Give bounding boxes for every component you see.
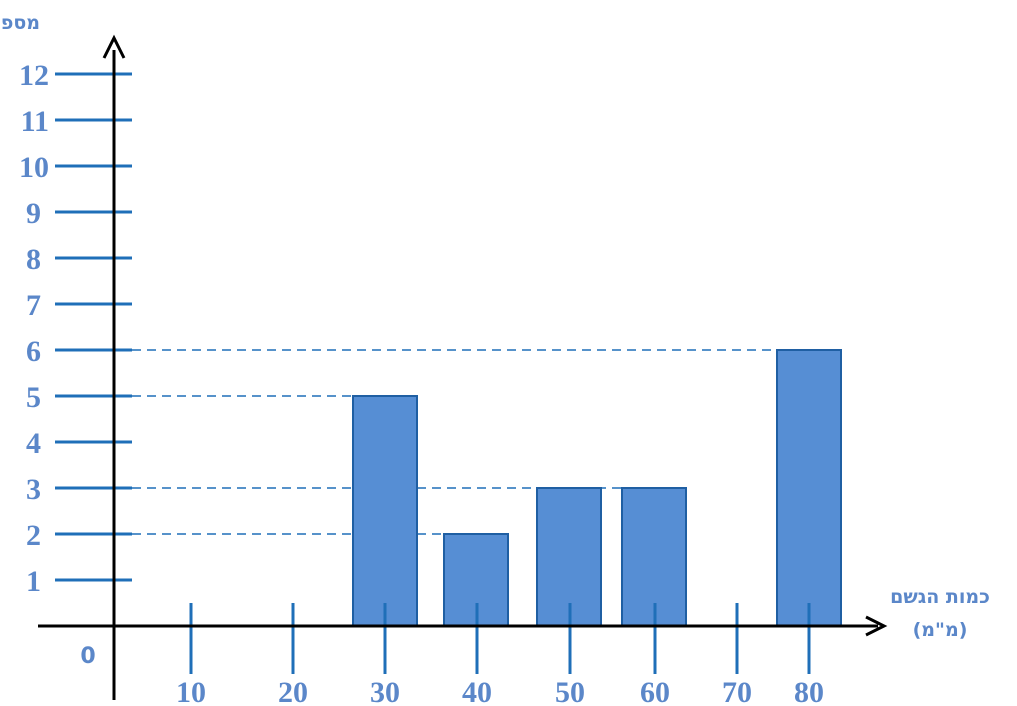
y-tick-label: 8 (26, 243, 41, 276)
y-tick-label: 6 (26, 335, 41, 368)
bar (352, 395, 418, 627)
x-axis-unit: (מ"מ) (913, 619, 968, 641)
y-tick-label: 1 (26, 565, 41, 598)
origin-label: 0 (80, 644, 95, 669)
x-tick-label: 60 (640, 676, 670, 706)
y-tick-label: 7 (26, 289, 41, 322)
y-tick-label: 3 (26, 473, 41, 506)
x-axis-arrowhead (865, 615, 888, 637)
x-tick-label: 30 (370, 676, 400, 706)
x-tick-label: 80 (794, 676, 824, 706)
x-tick-label: 50 (555, 676, 585, 706)
y-tick-label: 10 (19, 151, 49, 184)
bar (776, 349, 842, 627)
x-tick-label: 40 (462, 676, 492, 706)
y-tick-label: 12 (19, 59, 49, 92)
x-tick-label: 10 (176, 676, 206, 706)
bars (352, 349, 842, 627)
y-tick-label: 5 (26, 381, 41, 414)
x-ticks: 10 20 30 40 50 60 70 80 (176, 603, 824, 706)
x-axis-title: כמות הגשם (890, 586, 990, 608)
y-tick-label: 9 (26, 197, 41, 230)
y-tick-label: 11 (21, 105, 49, 138)
y-tick-label: 4 (26, 427, 41, 460)
y-axis-title: מספר הימים (0, 12, 40, 34)
y-axis-arrowhead (102, 34, 126, 59)
x-tick-label: 20 (278, 676, 308, 706)
x-tick-label: 70 (722, 676, 752, 706)
y-tick-label: 2 (26, 519, 41, 552)
